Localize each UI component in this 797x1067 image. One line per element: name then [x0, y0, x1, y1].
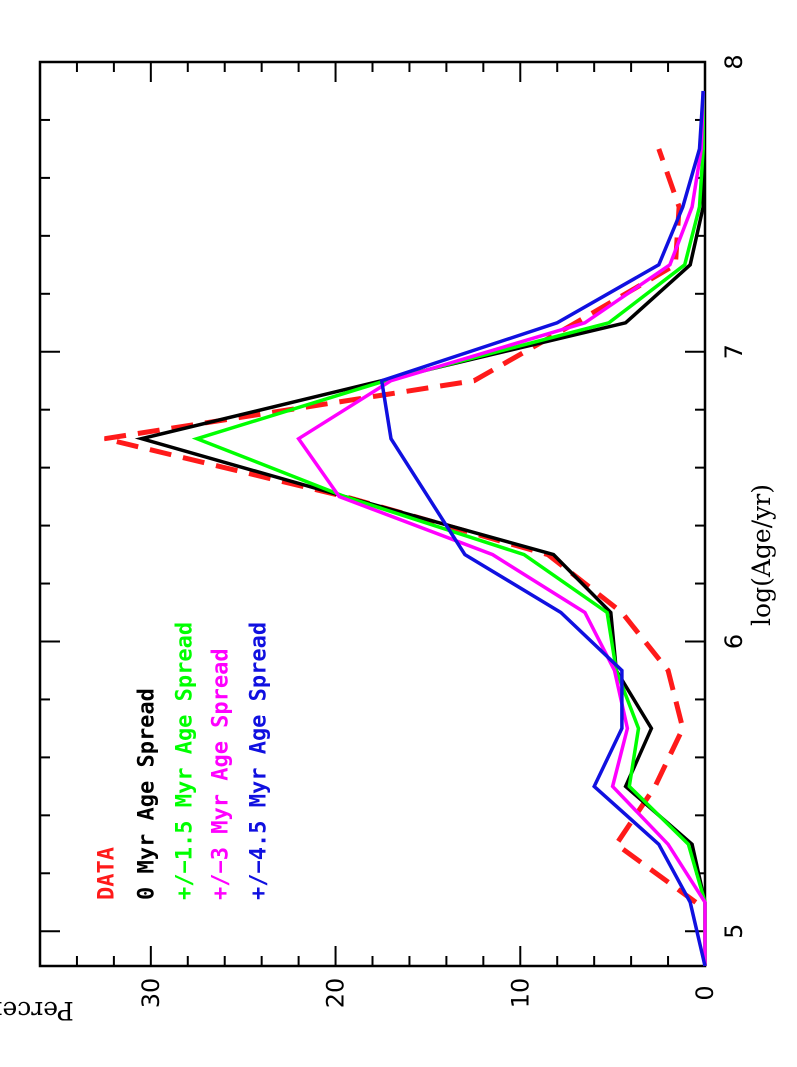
legend-entry: +/−3 Myr Age Spread: [209, 648, 234, 900]
y-axis-title: Percent: [0, 996, 74, 1025]
tick-labels: 5 6 7 8 0 10 20 30: [137, 54, 748, 1008]
series-line-3-myr-age-spread: [296, 90, 707, 966]
x-axis-title: log(Age/yr): [747, 484, 776, 626]
legend-entry: +/−1.5 Myr Age Spread: [173, 622, 198, 900]
y-tick-label: 30: [137, 978, 165, 1009]
legend-entry: 0 Myr Age Spread: [135, 688, 160, 900]
series-line-1-5-myr-age-spread: [191, 91, 707, 966]
legend-entry: DATA: [95, 847, 120, 900]
x-tick-label: 5: [720, 924, 748, 939]
ticks: [39, 61, 706, 966]
series-lines: [104, 90, 707, 967]
y-tick-label: 0: [691, 985, 719, 1000]
y-tick-label: 10: [506, 978, 534, 1009]
x-tick-label: 6: [720, 634, 748, 649]
legend-entry: +/−4.5 Myr Age Spread: [247, 622, 272, 900]
x-tick-label: 8: [720, 54, 748, 69]
x-tick-label: 7: [720, 344, 748, 359]
y-tick-label: 20: [322, 978, 350, 1009]
legend: DATA 0 Myr Age Spread +/−1.5 Myr Age Sprea…: [95, 622, 272, 900]
series-line-4-5-myr-age-spread: [379, 90, 707, 967]
